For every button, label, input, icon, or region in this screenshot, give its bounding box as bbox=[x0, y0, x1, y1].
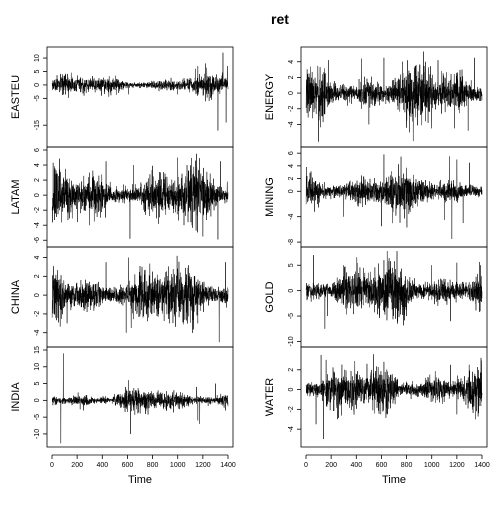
ytick-label-india: 15 bbox=[34, 346, 41, 354]
series-line-water bbox=[305, 354, 483, 440]
ytick-label-energy: 0 bbox=[288, 91, 295, 95]
ytick-label-easteu: -15 bbox=[34, 120, 41, 130]
ytick-label-easteu: 10 bbox=[34, 54, 41, 62]
ylabel-latam: LATAM bbox=[10, 179, 22, 214]
xtick-label: 1200 bbox=[449, 462, 465, 469]
panel-energy: -4 -2 0 2 4 ENERGY bbox=[264, 46, 488, 148]
ytick-label-latam: -6 bbox=[34, 237, 41, 243]
series-line-india bbox=[51, 353, 229, 444]
series-line-gold bbox=[305, 251, 483, 329]
ytick-label-water: 2 bbox=[288, 368, 295, 372]
xlabel-col-1: Time bbox=[128, 474, 152, 486]
panel-frame-easteu bbox=[46, 46, 234, 148]
ylabel-water: WATER bbox=[264, 378, 276, 417]
ylabel-easteu: EASTEU bbox=[10, 75, 22, 119]
ytick-label-china: 0 bbox=[34, 293, 41, 297]
ytick-label-water: -2 bbox=[288, 406, 295, 412]
xtick-label: 1400 bbox=[220, 462, 236, 469]
ytick-label-india: -5 bbox=[34, 414, 41, 420]
ytick-label-gold: -5 bbox=[288, 313, 295, 319]
ytick-label-gold: 5 bbox=[288, 263, 295, 267]
plots-group: -15 -5 0 5 10 EASTEU -6 -4 -2 0 2 4 6 LATAM -4 -2 0 2 4 CHI… bbox=[10, 46, 490, 486]
xtick-label: 0 bbox=[50, 462, 54, 469]
xtick-label: 400 bbox=[96, 462, 108, 469]
panel-latam: -6 -4 -2 0 2 4 6 LATAM bbox=[10, 146, 234, 248]
ytick-label-energy: -4 bbox=[288, 121, 295, 127]
x-axis-col-1: 0 200 400 600 800 1000 1200 1400 Time bbox=[50, 454, 236, 486]
xtick-label: 1000 bbox=[424, 462, 440, 469]
xtick-label: 800 bbox=[147, 462, 159, 469]
xtick-label: 1200 bbox=[195, 462, 211, 469]
xtick-label: 1000 bbox=[170, 462, 186, 469]
series-line-latam bbox=[51, 153, 229, 240]
ytick-label-gold: 0 bbox=[288, 289, 295, 293]
panel-easteu: -15 -5 0 5 10 EASTEU bbox=[10, 46, 234, 148]
ylabel-china: CHINA bbox=[10, 279, 22, 314]
ytick-label-mining: 4 bbox=[288, 164, 295, 168]
ylabel-energy: ENERGY bbox=[264, 73, 276, 120]
series-line-china bbox=[51, 255, 229, 343]
ylabel-mining: MINING bbox=[264, 177, 276, 217]
ytick-label-china: 2 bbox=[34, 274, 41, 278]
ytick-label-china: -2 bbox=[34, 311, 41, 317]
ytick-label-mining: 2 bbox=[288, 177, 295, 181]
ytick-label-china: 4 bbox=[34, 255, 41, 259]
xtick-label: 0 bbox=[304, 462, 308, 469]
ylabel-gold: GOLD bbox=[264, 281, 276, 312]
x-axis-col-2: 0 200 400 600 800 1000 1200 1400 Time bbox=[304, 454, 490, 486]
xtick-label: 600 bbox=[122, 462, 134, 469]
ytick-label-india: 5 bbox=[34, 382, 41, 386]
ytick-label-energy: -2 bbox=[288, 106, 295, 112]
ytick-label-easteu: -5 bbox=[34, 95, 41, 101]
ytick-label-water: 0 bbox=[288, 388, 295, 392]
chart-title: ret bbox=[271, 11, 289, 27]
ytick-label-india: -10 bbox=[34, 429, 41, 439]
panel-frame-water bbox=[300, 346, 488, 448]
xlabel-col-2: Time bbox=[382, 474, 406, 486]
xtick-label: 400 bbox=[350, 462, 362, 469]
ytick-label-china: -4 bbox=[34, 330, 41, 336]
panel-china: -4 -2 0 2 4 CHINA bbox=[10, 246, 234, 348]
panel-frame-india bbox=[46, 346, 234, 448]
ylabel-india: INDIA bbox=[10, 382, 22, 412]
panel-gold: -10 -5 0 5 GOLD bbox=[264, 246, 488, 348]
ytick-label-gold: -10 bbox=[288, 336, 295, 346]
ytick-label-mining: 6 bbox=[288, 151, 295, 155]
panel-india: -10 -5 0 5 10 15 INDIA bbox=[10, 346, 234, 448]
series-line-mining bbox=[305, 154, 483, 239]
xtick-label: 200 bbox=[325, 462, 337, 469]
ytick-label-india: 10 bbox=[34, 363, 41, 371]
ytick-label-latam: 6 bbox=[34, 148, 41, 152]
ytick-label-mining: -4 bbox=[288, 213, 295, 219]
ytick-label-water: -4 bbox=[288, 426, 295, 432]
ytick-label-energy: 2 bbox=[288, 75, 295, 79]
ytick-label-latam: 0 bbox=[34, 193, 41, 197]
xtick-label: 200 bbox=[71, 462, 83, 469]
xtick-label: 1400 bbox=[474, 462, 490, 469]
ytick-label-latam: 4 bbox=[34, 163, 41, 167]
xtick-label: 600 bbox=[376, 462, 388, 469]
xtick-label: 800 bbox=[401, 462, 413, 469]
ytick-label-energy: 4 bbox=[288, 60, 295, 64]
panel-mining: -8 -4 0 2 4 6 MINING bbox=[264, 146, 488, 248]
ytick-label-mining: -8 bbox=[288, 239, 295, 245]
ytick-label-latam: 2 bbox=[34, 178, 41, 182]
ytick-label-latam: -2 bbox=[34, 207, 41, 213]
ytick-label-easteu: 5 bbox=[34, 69, 41, 73]
series-line-easteu bbox=[51, 52, 229, 131]
series-line-energy bbox=[305, 51, 483, 142]
ytick-label-mining: 0 bbox=[288, 189, 295, 193]
ytick-label-latam: -4 bbox=[34, 222, 41, 228]
ytick-label-india: 0 bbox=[34, 398, 41, 402]
panel-water: -4 -2 0 2 WATER bbox=[264, 346, 488, 448]
ytick-label-easteu: 0 bbox=[34, 83, 41, 87]
